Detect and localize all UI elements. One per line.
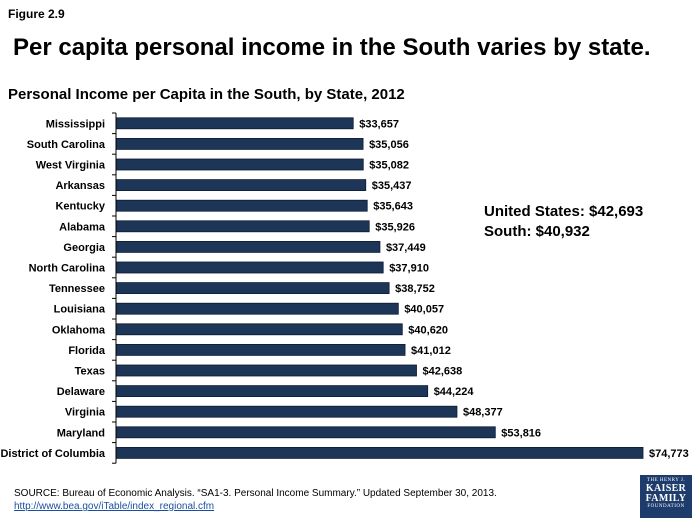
data-label: $40,057 (404, 304, 444, 316)
bar (115, 405, 458, 418)
category-label: Mississippi (46, 118, 105, 130)
category-label: West Virginia (36, 160, 106, 172)
data-label: $37,910 (389, 263, 429, 275)
bar (115, 240, 381, 253)
bar (115, 446, 644, 459)
data-label: $35,926 (375, 221, 415, 233)
data-label: $48,377 (463, 407, 503, 419)
category-label: Alabama (59, 221, 106, 233)
category-label: Oklahoma (52, 324, 106, 336)
source-link[interactable]: http://www.bea.gov/iTable/index_regional… (14, 501, 215, 512)
bar (115, 426, 496, 439)
data-label: $44,224 (434, 386, 475, 398)
category-label: North Carolina (29, 263, 106, 275)
page-title: Per capita personal income in the South … (13, 34, 651, 61)
data-label: $41,012 (411, 345, 451, 357)
bar (115, 323, 403, 336)
data-label: $40,620 (408, 324, 448, 336)
bar (115, 343, 406, 356)
category-label: Texas (75, 366, 105, 378)
category-label: Georgia (63, 242, 105, 254)
logo-line-1: THE HENRY J. (646, 478, 686, 483)
summary-box: United States: $42,693 South: $40,932 (484, 202, 643, 242)
bar (115, 137, 364, 150)
category-label: South Carolina (27, 139, 106, 151)
kff-logo: THE HENRY J. KAISER FAMILY FOUNDATION (640, 475, 692, 518)
source-text: SOURCE: Bureau of Economic Analysis. “SA… (14, 488, 497, 499)
chart-title: Personal Income per Capita in the South,… (8, 86, 405, 103)
data-label: $35,437 (372, 180, 412, 192)
bar (115, 282, 390, 295)
data-label: $38,752 (395, 283, 435, 295)
data-label: $35,056 (369, 139, 409, 151)
logo-line-3: FAMILY (645, 493, 687, 504)
logo-line-2: KAISER (645, 483, 687, 494)
data-label: $53,816 (501, 427, 541, 439)
data-label: $33,657 (359, 118, 399, 130)
bar (115, 158, 364, 171)
category-label: Kentucky (55, 201, 105, 213)
us-average-label: United States: $42,693 (484, 203, 644, 220)
data-label: $42,638 (423, 366, 463, 378)
data-label: $74,773 (649, 448, 689, 460)
category-label: Arkansas (55, 180, 105, 192)
data-label: $35,643 (373, 201, 413, 213)
category-label: Delaware (57, 386, 105, 398)
bar (115, 199, 368, 212)
south-average-label: South: $40,932 (484, 223, 590, 240)
source-note: SOURCE: Bureau of Economic Analysis. “SA… (14, 487, 497, 513)
category-label: Maryland (57, 427, 105, 439)
bar (115, 261, 384, 274)
category-label: Louisiana (54, 304, 106, 316)
bar (115, 179, 367, 192)
category-label: Florida (68, 345, 106, 357)
category-label: Tennessee (49, 283, 105, 295)
bar (115, 385, 429, 398)
bar-chart: Mississippi $33,657 South Carolina $35,056 W… (0, 112, 689, 464)
bar (115, 220, 370, 233)
bar (115, 302, 399, 315)
bar (115, 117, 354, 130)
data-label: $37,449 (386, 242, 426, 254)
figure-label: Figure 2.9 (8, 7, 65, 21)
category-label: Virginia (65, 407, 106, 419)
logo-line-4: FOUNDATION (647, 504, 685, 509)
category-label: District of Columbia (0, 448, 105, 460)
data-label: $35,082 (369, 160, 409, 172)
bar (115, 364, 417, 377)
